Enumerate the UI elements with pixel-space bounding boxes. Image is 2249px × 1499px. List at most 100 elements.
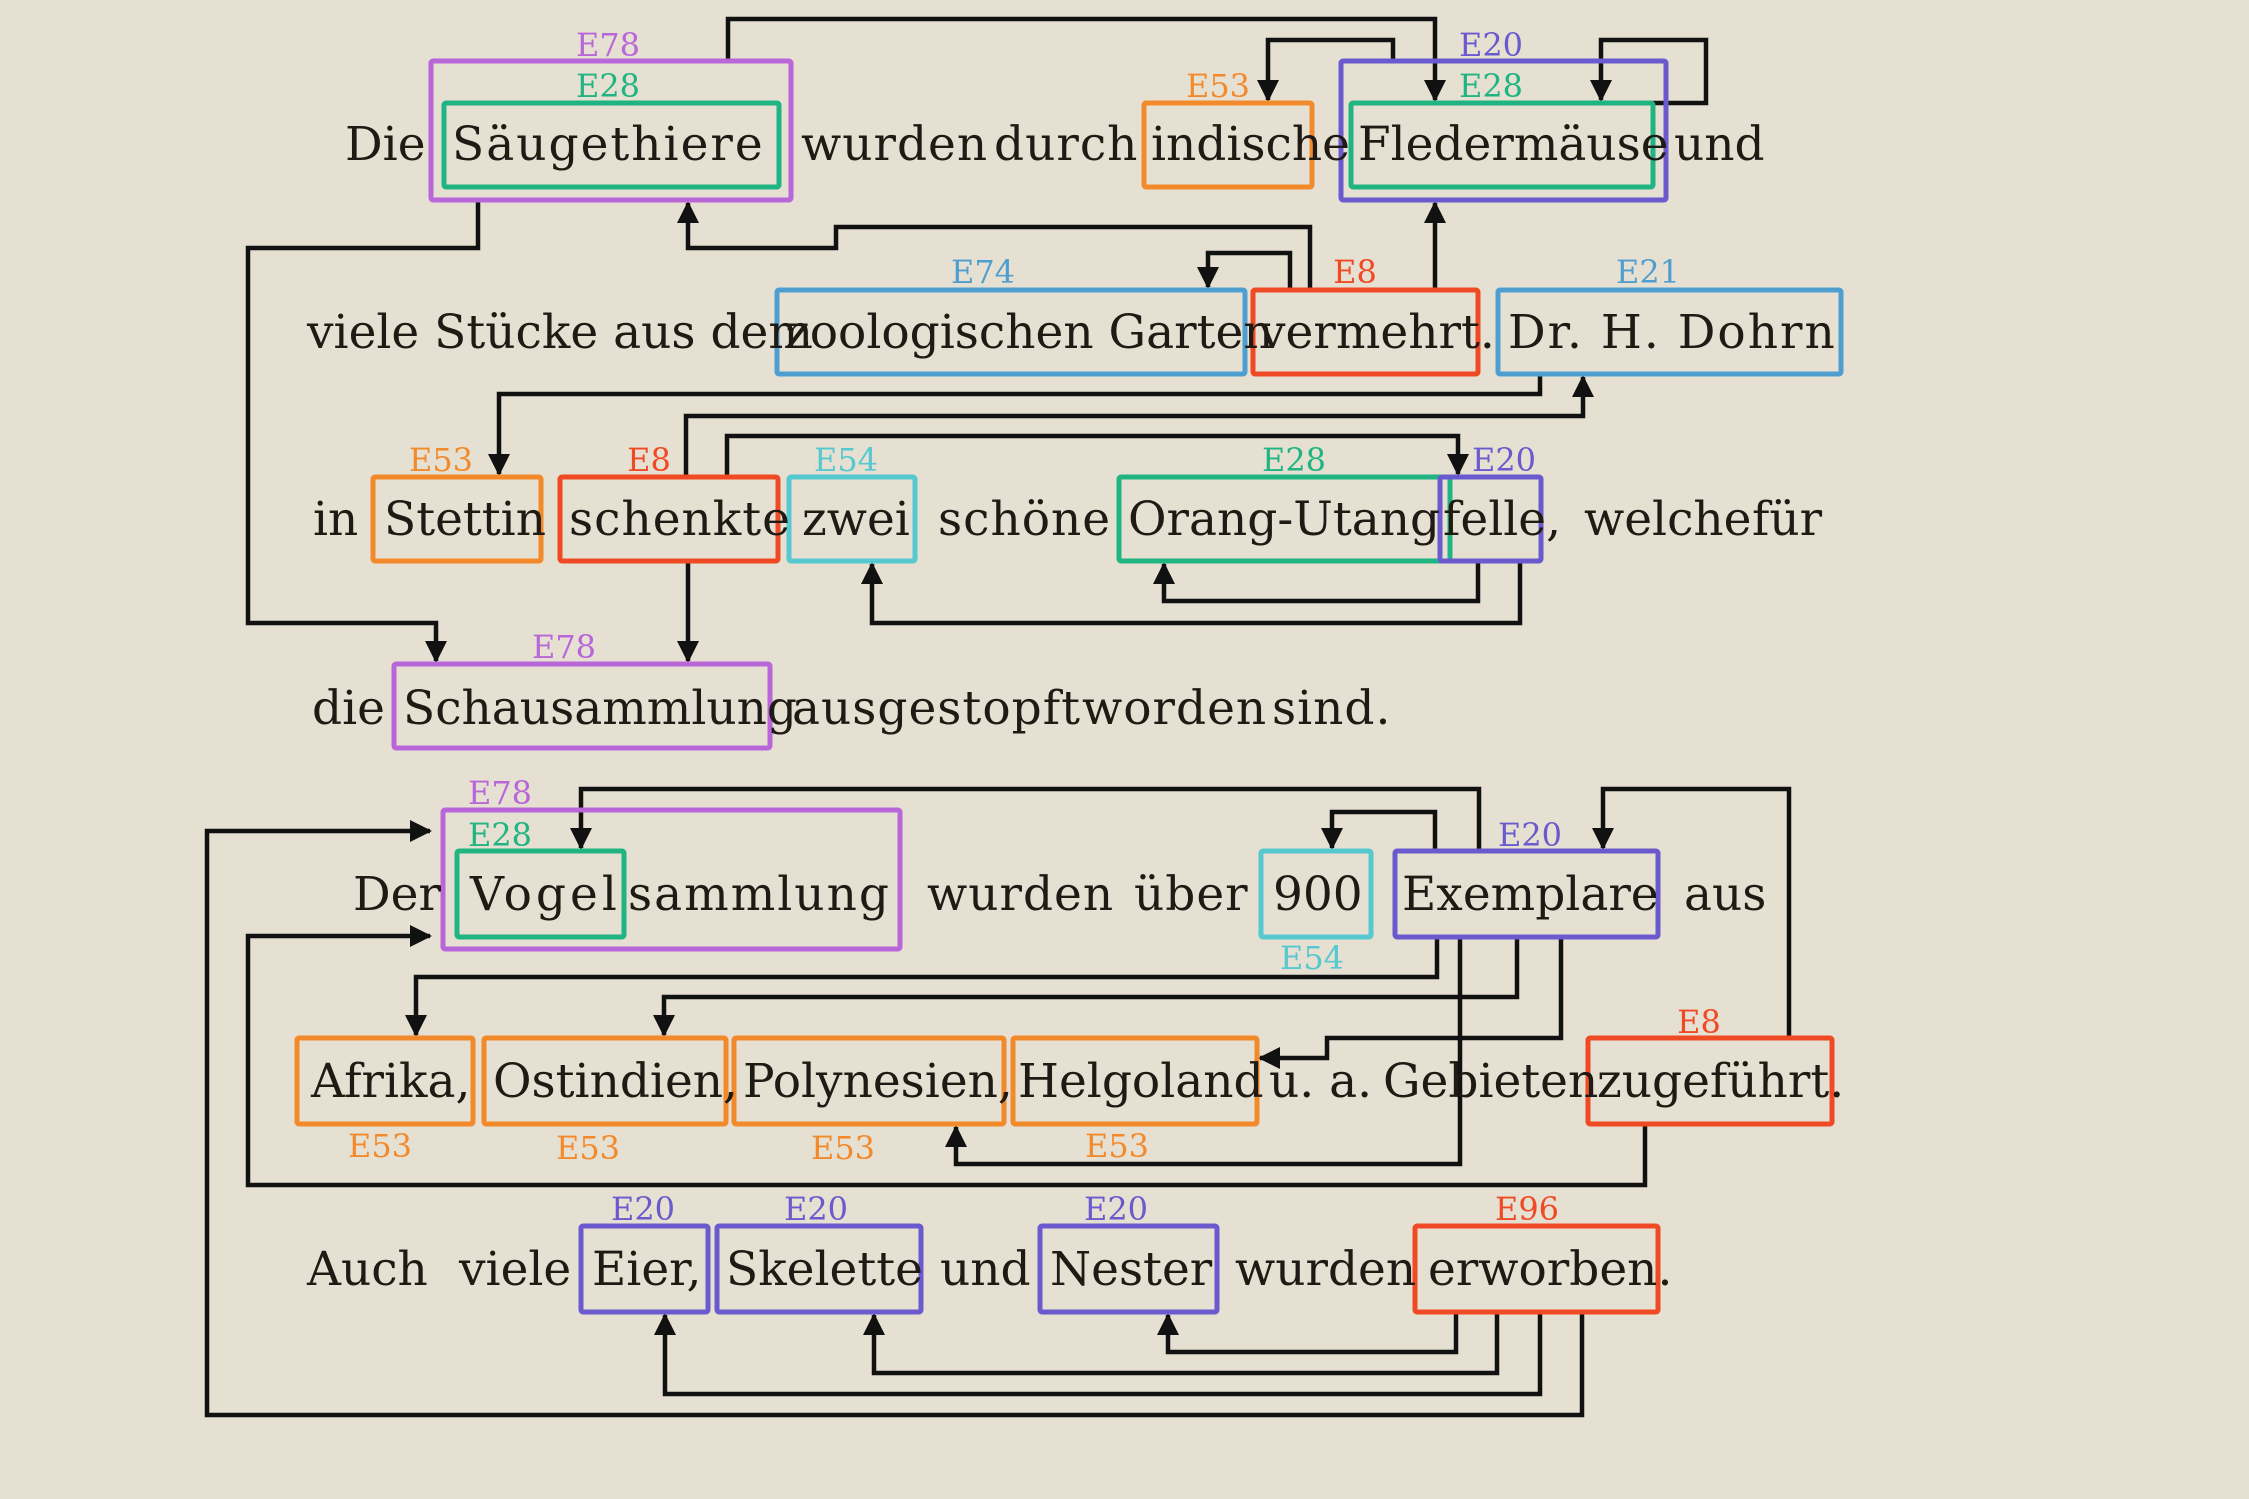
arrowhead bbox=[410, 820, 432, 842]
arrowhead bbox=[410, 925, 432, 947]
entity-box bbox=[1392, 848, 1661, 940]
word: zoologischen Garten bbox=[785, 305, 1274, 360]
entity-box bbox=[1348, 100, 1656, 190]
relation-arrow bbox=[953, 937, 1463, 1167]
arrowhead bbox=[1424, 80, 1446, 102]
entity-label: E74 bbox=[951, 253, 1015, 291]
word: in bbox=[313, 492, 358, 547]
entity-box bbox=[440, 807, 903, 952]
entity-box bbox=[1010, 1035, 1260, 1127]
relation-arrow bbox=[725, 16, 1438, 100]
entity-label: E21 bbox=[1616, 253, 1680, 291]
word: welche bbox=[1584, 492, 1751, 547]
relation-arrow bbox=[1329, 809, 1438, 851]
arrowhead bbox=[1157, 1313, 1179, 1335]
arrowhead bbox=[1257, 80, 1279, 102]
word: viele Stücke aus dem bbox=[306, 305, 813, 360]
relation-arrow bbox=[496, 374, 1543, 474]
entity-label: E53 bbox=[1085, 1127, 1149, 1165]
entity-label: E78 bbox=[576, 26, 640, 64]
word: u. a. bbox=[1269, 1054, 1372, 1109]
entity-box bbox=[428, 58, 794, 203]
entity-label: E8 bbox=[627, 441, 671, 479]
word: worden bbox=[1082, 681, 1267, 736]
entity-label: E28 bbox=[1262, 441, 1326, 479]
word: felle, bbox=[1443, 492, 1561, 547]
word: indische bbox=[1151, 117, 1350, 172]
word: Säugethiere bbox=[452, 117, 765, 172]
arrowhead bbox=[425, 641, 447, 663]
entity-label: E8 bbox=[1677, 1003, 1721, 1041]
word: Ostindien, bbox=[493, 1054, 738, 1109]
entity-label: E78 bbox=[468, 774, 532, 812]
entity-label: E78 bbox=[532, 628, 596, 666]
entity-box bbox=[1250, 287, 1481, 377]
arrowhead bbox=[677, 641, 699, 663]
arrowhead bbox=[1321, 828, 1343, 850]
arrowhead bbox=[570, 828, 592, 850]
word: sind. bbox=[1272, 681, 1391, 736]
word: für bbox=[1752, 492, 1823, 547]
arrowhead bbox=[1447, 454, 1469, 476]
word: über bbox=[1134, 867, 1249, 922]
entity-label: E20 bbox=[1472, 441, 1536, 479]
text-lines: Die Säugethiere wurden durch indische Fl… bbox=[306, 117, 1844, 1297]
arrowhead bbox=[1197, 267, 1219, 289]
entity-box bbox=[557, 474, 781, 564]
entity-label: E8 bbox=[1333, 253, 1377, 291]
word: Exemplare bbox=[1402, 867, 1659, 922]
entity-box bbox=[370, 474, 544, 564]
word: wurden bbox=[801, 117, 988, 172]
entity-box bbox=[1338, 58, 1669, 203]
word: Eier, bbox=[592, 1242, 701, 1297]
word: wurden bbox=[1235, 1242, 1416, 1297]
relation-arrow bbox=[1600, 786, 1792, 1038]
word: durch bbox=[994, 117, 1138, 172]
entity-box bbox=[786, 474, 918, 564]
entity-box bbox=[454, 848, 627, 940]
word: Der bbox=[353, 867, 441, 922]
arrowhead bbox=[861, 562, 883, 584]
word: vermehrt. bbox=[1258, 305, 1495, 360]
relation-arrow bbox=[245, 933, 1648, 1188]
word: Auch bbox=[306, 1242, 428, 1297]
word: Fledermäuse bbox=[1358, 117, 1669, 172]
word: Schausammlung bbox=[403, 681, 797, 736]
word: 900 bbox=[1273, 867, 1363, 922]
arrowhead bbox=[1424, 201, 1446, 223]
arrowhead bbox=[1590, 80, 1612, 102]
entity-box bbox=[714, 1223, 924, 1315]
relation-arrow bbox=[1598, 37, 1709, 106]
relation-arrow bbox=[413, 937, 1440, 1035]
entity-box bbox=[1437, 474, 1544, 564]
entity-box bbox=[481, 1035, 729, 1127]
arrowhead bbox=[1258, 1047, 1280, 1069]
relation-arrow bbox=[685, 203, 1313, 290]
word: Polynesien, bbox=[743, 1054, 1013, 1109]
entity-box bbox=[731, 1035, 1007, 1127]
word: zwei bbox=[802, 492, 910, 547]
word: und bbox=[1674, 117, 1765, 172]
relation-arrow bbox=[661, 937, 1520, 1035]
entity-label: E54 bbox=[1280, 939, 1344, 977]
entity-label: E53 bbox=[409, 441, 473, 479]
arrowhead bbox=[863, 1313, 885, 1335]
entity-label: E20 bbox=[1498, 816, 1562, 854]
entity-box bbox=[1412, 1223, 1661, 1315]
relation-arrow bbox=[1260, 937, 1564, 1061]
word: erworben. bbox=[1428, 1242, 1672, 1297]
word: aus bbox=[1684, 867, 1766, 922]
word: schöne bbox=[938, 492, 1111, 547]
arrowhead bbox=[677, 201, 699, 223]
arrowhead bbox=[488, 454, 510, 476]
entity-label: E20 bbox=[1084, 1190, 1148, 1228]
entity-box bbox=[1116, 474, 1453, 564]
relation-arrow bbox=[869, 561, 1523, 626]
word: Stettin bbox=[384, 492, 546, 547]
arrowhead bbox=[654, 1313, 676, 1335]
entity-label: E20 bbox=[611, 1190, 675, 1228]
relation-arrow bbox=[204, 828, 1585, 1418]
arrowhead bbox=[1153, 562, 1175, 584]
relation-arrow bbox=[1205, 250, 1293, 290]
entity-box bbox=[1585, 1035, 1835, 1127]
